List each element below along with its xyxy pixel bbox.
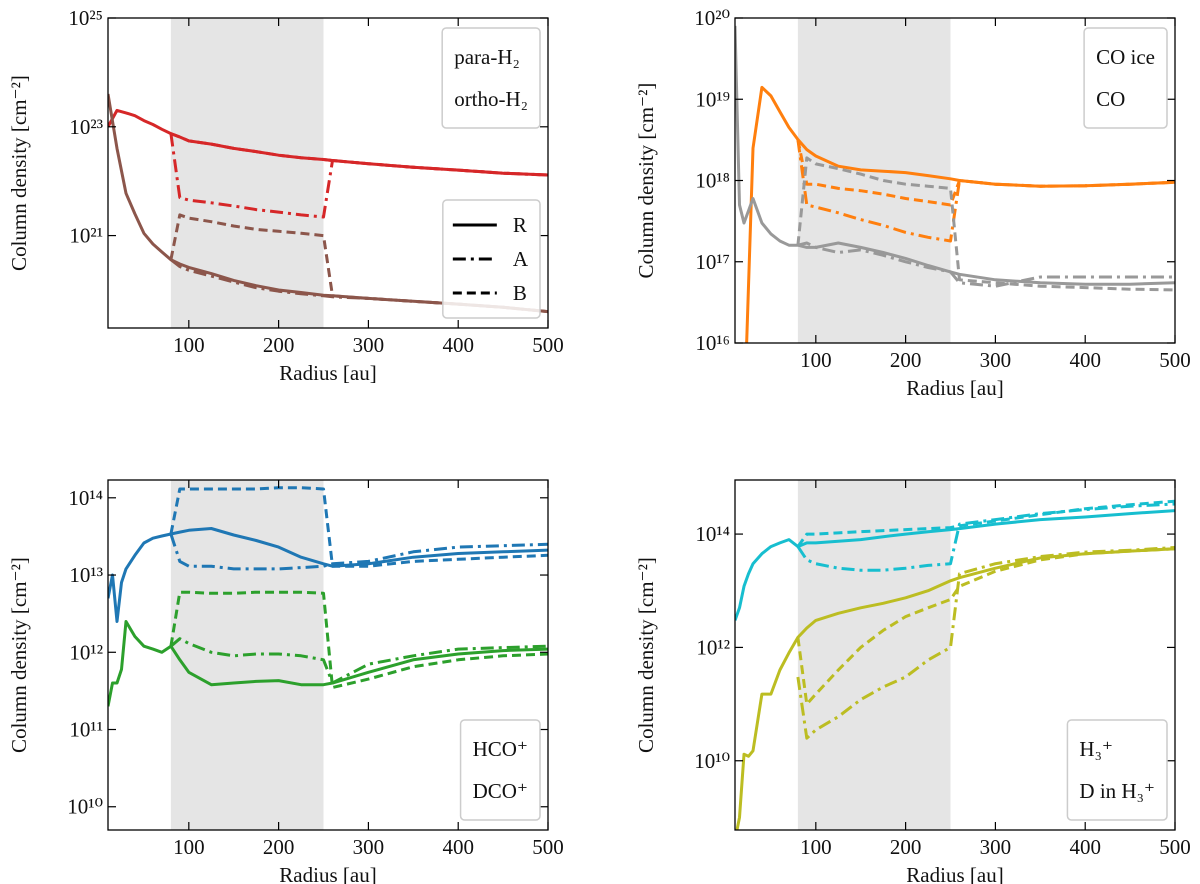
y-tick-label: 10¹³ (69, 563, 103, 587)
legend-box (1083, 27, 1168, 129)
x-tick-label: 400 (1069, 835, 1101, 859)
series-line (170, 132, 548, 177)
legend-label: DCO⁺ (473, 779, 528, 803)
x-tick-label: 300 (980, 835, 1012, 859)
x-tick-label: 100 (800, 348, 832, 372)
y-tick-label: 10²³ (69, 115, 103, 139)
y-tick-label: 10¹⁶ (695, 331, 730, 355)
x-tick-label: 500 (1159, 835, 1191, 859)
series-line (169, 133, 548, 219)
x-tick-label: 100 (173, 835, 205, 859)
series-line (169, 590, 548, 689)
legend: para-H₂ ortho-H₂ (441, 27, 541, 129)
y-tick-label: 10²⁰ (694, 6, 730, 30)
panel: 100 200 300 400 500 10¹⁰ 10¹² 10¹⁴ Radius [au] Co… (634, 479, 1191, 884)
x-tick-label: 400 (442, 333, 474, 357)
lines (108, 486, 548, 707)
series-line (796, 139, 1175, 243)
series-line (796, 546, 1175, 740)
panel: 100 200 300 400 500 10¹⁰ 10¹¹ 10¹² 10¹³ 10¹⁴ Radiu… (7, 479, 564, 884)
series-line (735, 25, 1175, 286)
x-tick-label: 300 (980, 348, 1012, 372)
x-tick-label: 200 (890, 348, 922, 372)
legend-box (459, 719, 541, 821)
y-tick-label: 10²⁵ (68, 6, 103, 30)
y-axis-label: Column density [cm⁻²] (7, 557, 31, 753)
series-line (796, 139, 1175, 207)
shaded-region (170, 18, 324, 328)
y-tick-label: 10¹² (69, 640, 103, 664)
series-line (108, 620, 548, 707)
legend-label: D in H₃⁺ (1079, 779, 1155, 803)
series-line (796, 156, 1175, 292)
y-axis-label: Column density [cm⁻²] (634, 557, 658, 753)
series-line (169, 486, 548, 568)
series-line (735, 547, 1175, 830)
x-tick-label: 400 (442, 835, 474, 859)
series-line (169, 213, 548, 314)
x-axis-label: Radius [au] (279, 361, 376, 385)
legend: CO ice CO (1083, 27, 1168, 129)
series-line (169, 533, 548, 571)
legend-box (441, 27, 541, 129)
x-tick-label: 500 (532, 835, 564, 859)
x-tick-label: 500 (1159, 348, 1191, 372)
x-tick-label: 200 (263, 333, 295, 357)
y-axis-label: Column density [cm⁻²] (634, 83, 658, 279)
x-axis-label: Radius [au] (906, 863, 1003, 884)
panel: 100 200 300 400 500 10¹⁶ 10¹⁷ 10¹⁸ 10¹⁹ 10²⁰ Radiu… (634, 6, 1191, 400)
legend-label: CO (1096, 87, 1125, 111)
y-tick-label: 10¹² (696, 635, 730, 659)
panel: 100 200 300 400 500 10²¹ 10²³ 10²⁵ Radius [au] Co… (7, 6, 564, 385)
x-tick-label: 300 (353, 835, 385, 859)
legend-label: B (513, 281, 527, 305)
plot-frame (107, 479, 549, 831)
x-tick-label: 500 (532, 333, 564, 357)
series-line (796, 547, 1175, 706)
x-axis-label: Radius [au] (279, 863, 376, 884)
series-line (797, 241, 1175, 288)
legend-label: para-H₂ (454, 45, 520, 69)
x-axis-label: Radius [au] (906, 376, 1003, 400)
y-tick-label: 10¹⁴ (68, 486, 103, 510)
x-tick-label: 200 (890, 835, 922, 859)
x-tick-label: 200 (263, 835, 295, 859)
x-tick-label: 300 (353, 333, 385, 357)
legend-label: A (513, 247, 529, 271)
y-tick-label: 10¹¹ (69, 718, 103, 742)
y-tick-label: 10¹⁹ (695, 87, 730, 111)
y-axis-label: Column density [cm⁻²] (7, 75, 31, 271)
legend-label: HCO⁺ (473, 737, 528, 761)
shaded-region (797, 18, 951, 343)
x-tick-label: 100 (173, 333, 205, 357)
y-tick-label: 10¹⁴ (695, 522, 730, 546)
y-tick-label: 10¹⁸ (695, 169, 730, 193)
legend-label: ortho-H₂ (454, 87, 528, 111)
series-line (796, 499, 1175, 548)
series-line (735, 509, 1175, 621)
lines (735, 499, 1175, 830)
legend-label: R (513, 213, 527, 237)
series-line (169, 637, 548, 685)
lines (735, 25, 1175, 343)
legend: H₃⁺ D in H₃⁺ (1066, 719, 1168, 821)
lines (108, 93, 548, 314)
plot-frame (734, 479, 1176, 831)
style-legend: RAB (442, 199, 541, 319)
series-line (108, 108, 548, 177)
plot-frame (107, 17, 549, 329)
legend-box (1066, 719, 1168, 821)
y-tick-label: 10²¹ (69, 224, 103, 248)
y-tick-label: 10¹⁰ (67, 795, 103, 819)
y-tick-label: 10¹⁰ (694, 749, 730, 773)
legend: HCO⁺ DCO⁺ (459, 719, 541, 821)
x-tick-label: 100 (800, 835, 832, 859)
x-tick-label: 400 (1069, 348, 1101, 372)
legend-label: H₃⁺ (1079, 737, 1113, 761)
legend-label: CO ice (1096, 45, 1155, 69)
y-tick-label: 10¹⁷ (695, 250, 730, 274)
series-line (108, 527, 548, 623)
